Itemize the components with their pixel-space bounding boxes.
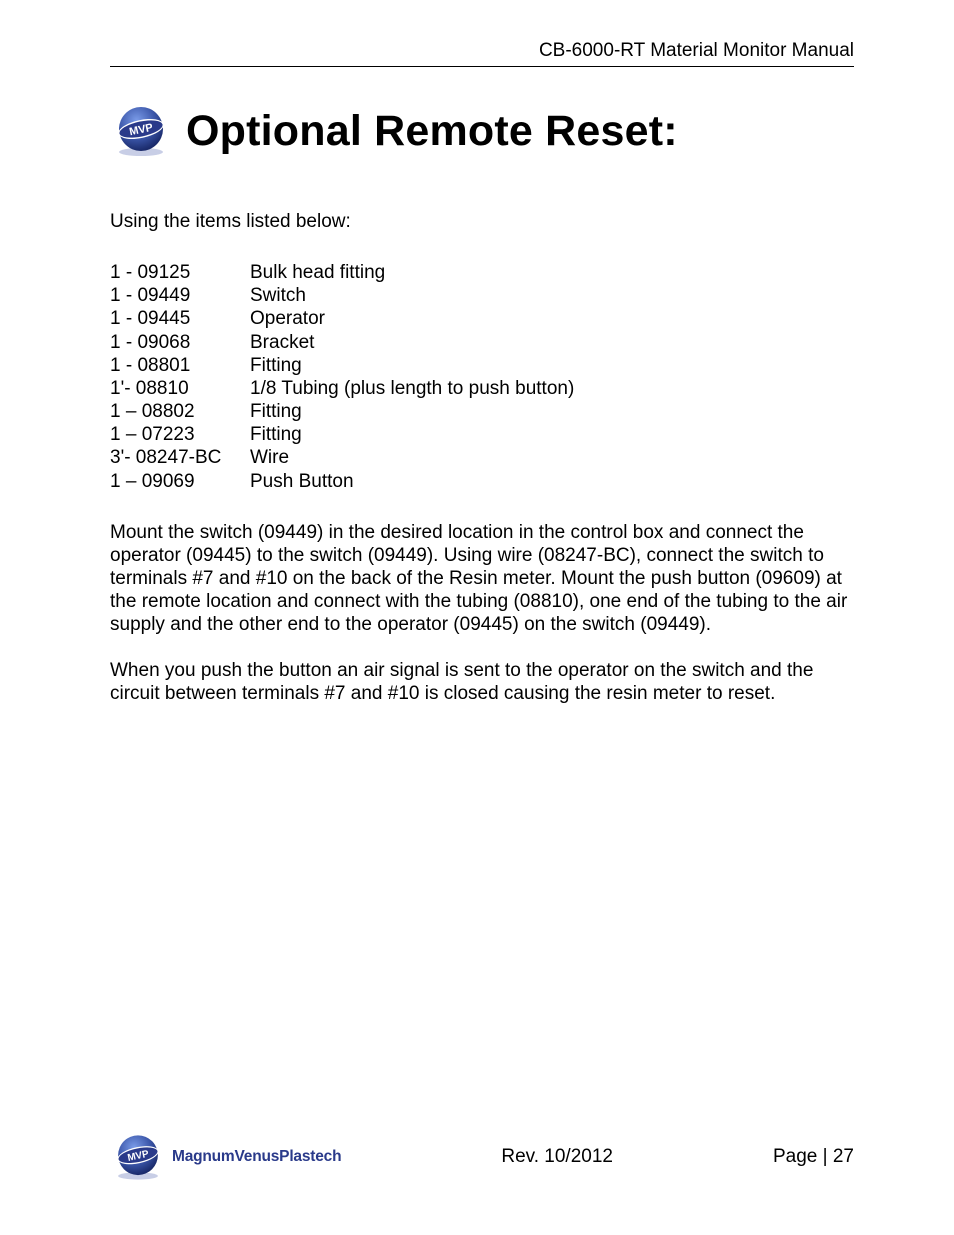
part-qty: 1 – 08802 (110, 400, 250, 423)
part-desc: Fitting (250, 400, 302, 423)
parts-row: 1 - 09068Bracket (110, 331, 854, 354)
footer-revision: Rev. 10/2012 (341, 1146, 773, 1168)
parts-row: 1 - 09125Bulk head fitting (110, 261, 854, 284)
part-qty: 1'- 08810 (110, 377, 250, 400)
body-paragraphs: Mount the switch (09449) in the desired … (110, 521, 854, 705)
mvp-logo-icon: MVP (110, 105, 172, 157)
part-desc: Wire (250, 446, 289, 469)
part-desc: Switch (250, 284, 306, 307)
doc-title: CB-6000-RT Material Monitor Manual (539, 40, 854, 61)
part-qty: 1 - 08801 (110, 354, 250, 377)
part-qty: 1 - 09445 (110, 307, 250, 330)
body-paragraph: Mount the switch (09449) in the desired … (110, 521, 854, 637)
parts-row: 3'- 08247-BCWire (110, 446, 854, 469)
footer-logo: MVP MagnumVenusPlastech (110, 1133, 341, 1181)
parts-row: 1 - 09449Switch (110, 284, 854, 307)
part-desc: Fitting (250, 354, 302, 377)
part-desc: Push Button (250, 470, 354, 493)
page-header: CB-6000-RT Material Monitor Manual (110, 40, 854, 67)
parts-row: 1 – 07223Fitting (110, 423, 854, 446)
footer-brand-text: MagnumVenusPlastech (172, 1148, 341, 1166)
part-qty: 1 - 09449 (110, 284, 250, 307)
part-desc: Operator (250, 307, 325, 330)
intro-text: Using the items listed below: (110, 211, 854, 233)
footer-page-number: Page | 27 (773, 1146, 854, 1168)
page-footer: MVP MagnumVenusPlastech Rev. 10/2012 Pag… (110, 1133, 854, 1181)
parts-row: 1 – 08802Fitting (110, 400, 854, 423)
part-qty: 1 - 09125 (110, 261, 250, 284)
parts-row: 1 - 09445Operator (110, 307, 854, 330)
body-paragraph: When you push the button an air signal i… (110, 659, 854, 705)
part-desc: Bracket (250, 331, 314, 354)
part-qty: 1 – 09069 (110, 470, 250, 493)
title-row: MVP Optional Remote Reset: (110, 105, 854, 157)
parts-row: 1 – 09069Push Button (110, 470, 854, 493)
parts-row: 1 - 08801Fitting (110, 354, 854, 377)
part-qty: 1 – 07223 (110, 423, 250, 446)
part-desc: Bulk head fitting (250, 261, 385, 284)
part-qty: 3'- 08247-BC (110, 446, 250, 469)
page-title: Optional Remote Reset: (186, 107, 678, 156)
part-qty: 1 - 09068 (110, 331, 250, 354)
mvp-logo-icon: MVP (110, 1133, 166, 1181)
parts-list: 1 - 09125Bulk head fitting1 - 09449Switc… (110, 261, 854, 493)
document-page: CB-6000-RT Material Monitor Manual MVP O… (0, 0, 954, 1235)
part-desc: Fitting (250, 423, 302, 446)
parts-row: 1'- 088101/8 Tubing (plus length to push… (110, 377, 854, 400)
part-desc: 1/8 Tubing (plus length to push button) (250, 377, 574, 400)
